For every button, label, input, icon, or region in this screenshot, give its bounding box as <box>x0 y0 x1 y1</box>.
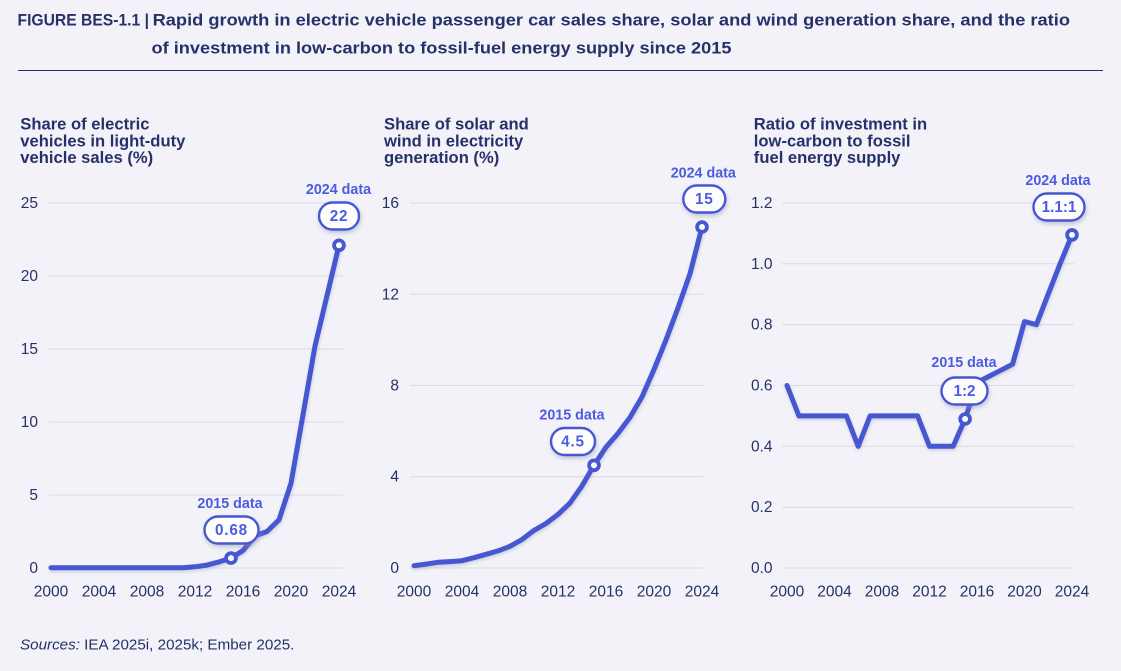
svg-text:1.0: 1.0 <box>751 256 773 273</box>
svg-text:Share of solar and: Share of solar and <box>384 115 529 134</box>
svg-text:0: 0 <box>29 560 38 577</box>
svg-text:25: 25 <box>21 195 38 212</box>
svg-text:5: 5 <box>29 487 38 504</box>
svg-text:22: 22 <box>330 208 349 225</box>
svg-text:Rapid growth in electric vehic: Rapid growth in electric vehicle passeng… <box>153 12 1070 30</box>
svg-text:0.6: 0.6 <box>751 378 773 395</box>
svg-text:8: 8 <box>390 378 399 395</box>
svg-text:0: 0 <box>390 560 399 577</box>
svg-text:0.4: 0.4 <box>751 438 773 455</box>
svg-text:1:2: 1:2 <box>953 383 975 400</box>
svg-text:fuel energy supply: fuel energy supply <box>754 148 901 167</box>
svg-text:generation (%): generation (%) <box>384 148 499 167</box>
svg-text:2016: 2016 <box>589 583 623 600</box>
svg-text:FIGURE BES-1.1 |: FIGURE BES-1.1 | <box>18 12 150 30</box>
svg-text:2012: 2012 <box>912 583 946 600</box>
svg-text:2012: 2012 <box>541 583 575 600</box>
svg-text:2015 data: 2015 data <box>197 496 263 512</box>
svg-text:15: 15 <box>21 341 38 358</box>
svg-text:2000: 2000 <box>397 583 432 600</box>
svg-text:2020: 2020 <box>1007 583 1042 600</box>
svg-text:2008: 2008 <box>865 583 899 600</box>
svg-text:2024: 2024 <box>322 583 357 600</box>
svg-text:2024: 2024 <box>1055 583 1090 600</box>
svg-text:16: 16 <box>382 195 399 212</box>
svg-text:15: 15 <box>695 191 714 208</box>
svg-text:2024 data: 2024 data <box>1025 173 1091 189</box>
svg-text:2016: 2016 <box>960 583 994 600</box>
svg-text:2008: 2008 <box>493 583 527 600</box>
svg-text:4: 4 <box>390 469 399 486</box>
svg-text:2024 data: 2024 data <box>306 182 372 198</box>
svg-text:4.5: 4.5 <box>561 434 585 451</box>
svg-text:2004: 2004 <box>817 583 852 600</box>
svg-text:0.0: 0.0 <box>751 560 773 577</box>
svg-text:Sources: IEA 2025i, 2025k; Emb: Sources: IEA 2025i, 2025k; Ember 2025. <box>20 636 294 653</box>
svg-text:2004: 2004 <box>82 583 117 600</box>
svg-text:2008: 2008 <box>130 583 164 600</box>
svg-text:Ratio of investment in: Ratio of investment in <box>754 115 927 134</box>
svg-text:10: 10 <box>21 414 39 431</box>
svg-text:wind in electricity: wind in electricity <box>383 131 524 150</box>
svg-text:0.8: 0.8 <box>751 317 773 334</box>
svg-text:2004: 2004 <box>445 583 480 600</box>
svg-text:0.2: 0.2 <box>751 499 773 516</box>
svg-text:low-carbon to fossil: low-carbon to fossil <box>754 131 911 150</box>
svg-text:2024 data: 2024 data <box>671 166 737 182</box>
svg-text:vehicle sales (%): vehicle sales (%) <box>20 148 153 167</box>
svg-text:2015 data: 2015 data <box>931 355 997 371</box>
svg-text:2024: 2024 <box>685 583 720 600</box>
svg-text:of investment in low-carbon to: of investment in low-carbon to fossil-fu… <box>152 39 732 57</box>
svg-text:2015 data: 2015 data <box>539 408 605 424</box>
svg-text:2000: 2000 <box>34 583 69 600</box>
svg-text:vehicles in light-duty: vehicles in light-duty <box>20 131 186 150</box>
svg-text:1.1:1: 1.1:1 <box>1042 199 1077 216</box>
svg-text:2012: 2012 <box>178 583 212 600</box>
svg-text:2020: 2020 <box>637 583 672 600</box>
svg-text:2016: 2016 <box>226 583 260 600</box>
svg-text:0.68: 0.68 <box>215 522 248 539</box>
svg-text:2000: 2000 <box>770 583 805 600</box>
svg-text:20: 20 <box>21 268 39 285</box>
svg-text:Share of electric: Share of electric <box>20 115 149 134</box>
svg-text:2020: 2020 <box>274 583 309 600</box>
svg-text:12: 12 <box>382 286 399 303</box>
svg-text:1.2: 1.2 <box>751 195 773 212</box>
